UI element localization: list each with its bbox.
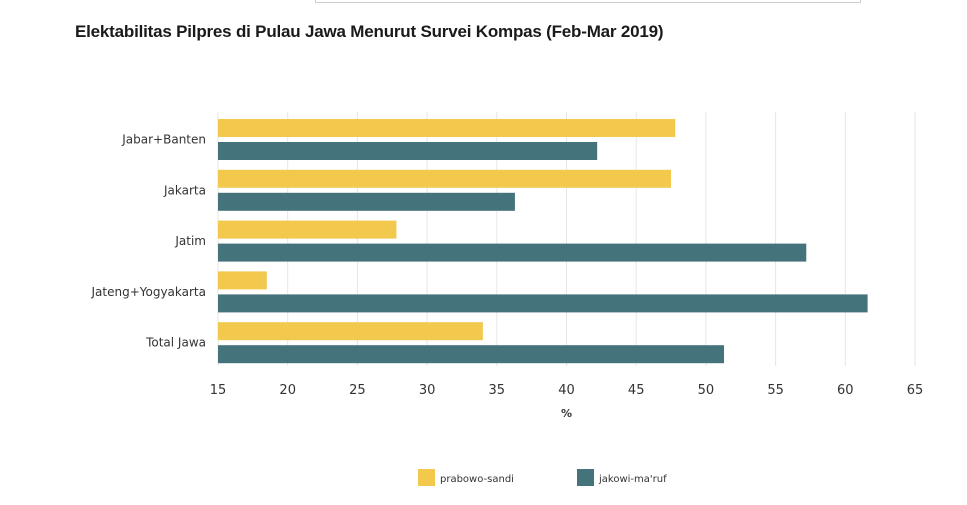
y-tick-label: Jateng+Yogyakarta — [91, 285, 207, 299]
x-tick-label: 35 — [489, 383, 506, 398]
legend-swatch — [418, 469, 435, 486]
bar-jakowi-ma-ruf — [218, 345, 725, 364]
legend-label: prabowo-sandi — [440, 474, 514, 485]
y-tick-label: Jakarta — [163, 183, 206, 197]
x-tick-label: 55 — [767, 383, 784, 398]
x-tick-label: 25 — [349, 383, 366, 398]
x-tick-label: 40 — [558, 383, 575, 398]
bar-prabowo-sandi — [218, 169, 672, 188]
y-tick-label: Jatim — [174, 234, 206, 248]
x-tick-label: 65 — [907, 383, 924, 398]
y-tick-label: Jabar+Banten — [121, 133, 206, 147]
bar-jakowi-ma-ruf — [218, 192, 515, 211]
bars — [218, 119, 868, 364]
bar-prabowo-sandi — [218, 322, 483, 341]
legend: prabowo-sandi jakowi-ma'ruf — [418, 469, 667, 486]
x-tick-label: 60 — [837, 383, 854, 398]
bar-jakowi-ma-ruf — [218, 142, 598, 160]
bar-prabowo-sandi — [218, 119, 676, 137]
top-frame — [315, 0, 861, 3]
x-tick-label: 15 — [210, 383, 227, 398]
x-tick-label: 20 — [279, 383, 296, 398]
x-tick-label: 45 — [628, 383, 645, 398]
y-axis: Jabar+Banten Jakarta Jatim Jateng+Yogyakart… — [91, 133, 207, 350]
legend-label: jakowi-ma'ruf — [598, 474, 667, 485]
legend-swatch — [577, 469, 594, 486]
x-axis: 15 20 25 30 35 40 45 50 55 60 65 — [210, 383, 924, 398]
bar-prabowo-sandi — [218, 220, 397, 239]
y-tick-label: Total Jawa — [145, 336, 206, 350]
bar-jakowi-ma-ruf — [218, 294, 868, 313]
bar-jakowi-ma-ruf — [218, 243, 807, 262]
x-tick-label: 30 — [419, 383, 436, 398]
x-tick-label: 50 — [698, 383, 715, 398]
chart-title: Elektabilitas Pilpres di Pulau Jawa Menu… — [75, 22, 664, 41]
x-axis-label: % — [561, 407, 572, 420]
bar-prabowo-sandi — [218, 271, 267, 290]
